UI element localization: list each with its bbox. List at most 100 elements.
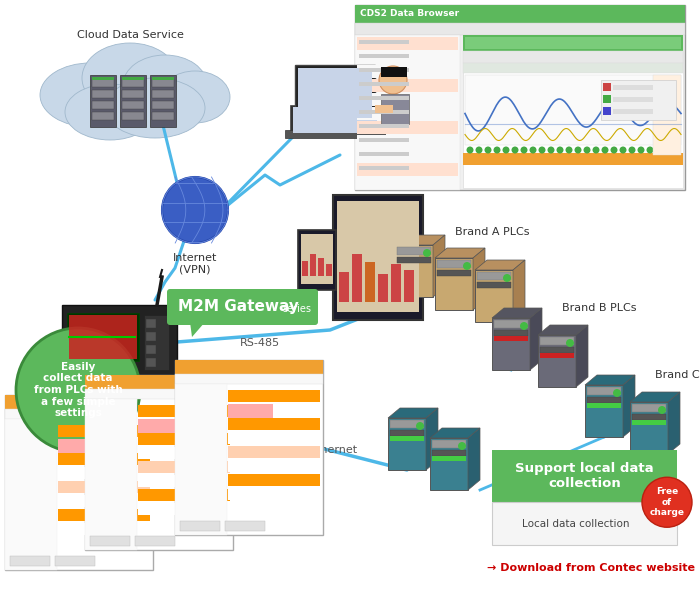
Bar: [58, 509, 150, 521]
Bar: [359, 110, 409, 114]
Circle shape: [16, 328, 140, 452]
Bar: [378, 274, 388, 302]
Bar: [146, 319, 156, 328]
Circle shape: [629, 147, 636, 154]
Bar: [632, 420, 666, 425]
Bar: [58, 453, 150, 465]
Bar: [492, 318, 530, 370]
Bar: [601, 80, 676, 120]
Bar: [85, 399, 136, 550]
Bar: [357, 135, 458, 148]
Bar: [375, 105, 393, 113]
Bar: [228, 460, 320, 472]
Bar: [318, 258, 324, 276]
Text: Internet
(VPN): Internet (VPN): [173, 253, 217, 275]
Bar: [381, 67, 407, 77]
Bar: [139, 447, 230, 459]
Bar: [69, 315, 137, 359]
Bar: [85, 375, 233, 389]
Bar: [463, 35, 683, 188]
Polygon shape: [576, 325, 588, 387]
Bar: [326, 264, 332, 276]
Bar: [390, 420, 424, 428]
Polygon shape: [388, 408, 438, 418]
Polygon shape: [473, 248, 485, 310]
Circle shape: [592, 147, 599, 154]
Bar: [437, 260, 471, 268]
Circle shape: [466, 147, 473, 154]
Bar: [357, 79, 458, 92]
Ellipse shape: [123, 55, 207, 115]
Bar: [228, 446, 320, 458]
Ellipse shape: [65, 84, 155, 140]
Bar: [139, 461, 230, 473]
Bar: [139, 475, 230, 487]
Bar: [395, 245, 433, 297]
Bar: [298, 230, 336, 290]
Bar: [538, 335, 576, 387]
Bar: [5, 409, 153, 419]
Bar: [122, 101, 144, 109]
Bar: [228, 404, 320, 416]
Bar: [122, 77, 144, 80]
Bar: [359, 68, 409, 72]
Bar: [397, 257, 431, 263]
Bar: [92, 79, 114, 87]
Bar: [359, 166, 409, 170]
Bar: [359, 138, 409, 142]
Circle shape: [494, 147, 500, 154]
Bar: [58, 425, 150, 437]
Circle shape: [620, 147, 626, 154]
Bar: [92, 90, 114, 98]
Bar: [5, 419, 57, 570]
Bar: [357, 121, 458, 134]
Bar: [139, 419, 183, 433]
Bar: [477, 272, 511, 280]
Bar: [139, 489, 230, 501]
Bar: [390, 436, 424, 441]
Circle shape: [547, 147, 554, 154]
Bar: [139, 433, 230, 445]
Bar: [58, 439, 150, 451]
Bar: [90, 75, 116, 127]
Circle shape: [521, 147, 528, 154]
Bar: [359, 40, 409, 44]
Polygon shape: [475, 260, 525, 270]
Circle shape: [529, 147, 536, 154]
Bar: [122, 79, 144, 87]
Bar: [465, 37, 681, 49]
Bar: [228, 404, 273, 418]
Text: → Download from Contec website: → Download from Contec website: [487, 563, 695, 573]
Bar: [333, 195, 423, 320]
Polygon shape: [426, 408, 438, 470]
Bar: [298, 68, 372, 118]
Text: series: series: [282, 304, 311, 314]
Circle shape: [538, 147, 545, 154]
Bar: [327, 123, 343, 129]
Bar: [293, 107, 377, 133]
Bar: [85, 389, 233, 399]
Polygon shape: [538, 325, 588, 335]
Bar: [62, 305, 177, 380]
Bar: [365, 262, 375, 302]
Circle shape: [647, 147, 654, 154]
Bar: [310, 254, 316, 276]
Text: M2M Gateway: M2M Gateway: [178, 300, 299, 314]
Bar: [587, 387, 621, 395]
Bar: [397, 247, 431, 255]
Bar: [175, 360, 323, 374]
Ellipse shape: [82, 43, 178, 113]
Circle shape: [458, 442, 466, 450]
Bar: [613, 97, 653, 102]
Text: Local data collection: Local data collection: [522, 519, 629, 529]
Polygon shape: [395, 235, 445, 245]
Circle shape: [423, 249, 431, 257]
Circle shape: [673, 147, 680, 154]
Circle shape: [575, 147, 582, 154]
Polygon shape: [430, 428, 480, 438]
Text: Easily
collect data
from PLCs with
a few simple
settings: Easily collect data from PLCs with a few…: [34, 362, 122, 418]
Circle shape: [664, 147, 671, 154]
Bar: [228, 488, 320, 500]
Text: CDS2 Data Browser: CDS2 Data Browser: [360, 9, 459, 18]
Circle shape: [503, 274, 511, 282]
